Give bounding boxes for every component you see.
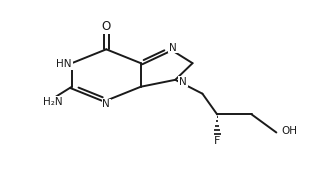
- Text: N: N: [169, 42, 177, 53]
- Text: OH: OH: [281, 126, 297, 136]
- Text: N: N: [179, 76, 187, 87]
- Text: N: N: [102, 99, 110, 109]
- Text: H₂N: H₂N: [44, 97, 63, 107]
- Text: F: F: [214, 136, 220, 146]
- Text: O: O: [102, 20, 111, 33]
- Text: HN: HN: [56, 59, 72, 69]
